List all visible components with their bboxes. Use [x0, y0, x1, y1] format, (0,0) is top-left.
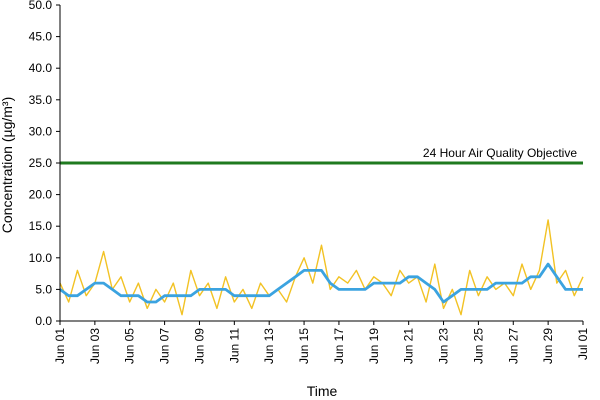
- series-running-line: [59, 262, 583, 304]
- y-tick-label: 50.0: [29, 0, 53, 12]
- x-tick-label: Jul 01: [576, 328, 590, 360]
- y-tick-label: 20.0: [29, 188, 53, 202]
- y-tick-label: 45.0: [29, 30, 53, 44]
- x-tick-label: Jun 23: [437, 328, 451, 364]
- x-tick-label: Jun 15: [297, 328, 311, 364]
- y-axis-title-group: Concentration (µg/m³): [0, 97, 15, 233]
- y-tick-label: 30.0: [29, 124, 53, 138]
- y-tick-label: 15.0: [29, 219, 53, 233]
- x-tick-label: Jun 29: [541, 328, 555, 364]
- x-tick-label: Jun 03: [88, 328, 102, 364]
- x-tick-labels: Jun 01 Jun 03 Jun 05 Jun 07 Jun 09 Jun 11 Jun …: [53, 321, 590, 364]
- series-layer: [59, 219, 584, 316]
- y-tick-label: 40.0: [29, 61, 53, 75]
- x-tick-label: Jun 27: [506, 328, 520, 364]
- y-tick-labels: 0.0 5.0 10.0 15.0 20.0 25.0 30.0 35.0 40.0 45.0 50…: [29, 0, 60, 328]
- objective-label: 24 Hour Air Quality Objective: [423, 146, 577, 160]
- x-tick-label: Jun 13: [262, 328, 276, 364]
- x-tick-label: Jun 05: [123, 328, 137, 364]
- y-tick-label: 0.0: [35, 314, 52, 328]
- x-tick-label: Jun 07: [158, 328, 172, 364]
- x-tick-label: Jun 01: [53, 328, 67, 364]
- y-tick-label: 5.0: [35, 282, 52, 296]
- x-tick-label: Jun 19: [367, 328, 381, 364]
- x-tick-label: Jun 17: [332, 328, 346, 364]
- x-axis-title: Time: [307, 383, 338, 399]
- y-tick-label: 10.0: [29, 251, 53, 265]
- x-tick-label: Jun 25: [471, 328, 485, 364]
- y-axis-title: Concentration (µg/m³): [0, 97, 15, 233]
- series-hourly-line: [59, 219, 584, 316]
- x-tick-label: Jun 21: [402, 328, 416, 364]
- y-tick-label: 25.0: [29, 156, 53, 170]
- x-tick-label: Jun 11: [227, 328, 241, 363]
- y-tick-label: 35.0: [29, 93, 53, 107]
- x-tick-label: Jun 09: [192, 328, 206, 364]
